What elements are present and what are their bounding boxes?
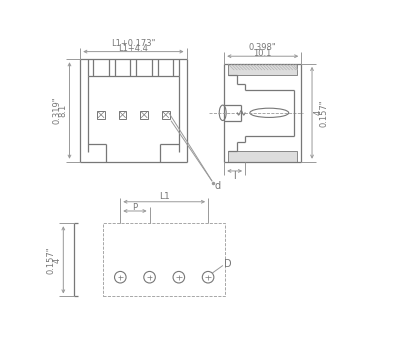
Bar: [103, 223, 225, 297]
Bar: [119, 111, 126, 119]
Text: L1+4.4: L1+4.4: [118, 44, 148, 53]
Text: l: l: [233, 170, 236, 181]
Bar: [228, 151, 297, 162]
Bar: [228, 64, 297, 75]
Text: 0.319": 0.319": [53, 97, 62, 124]
Text: 4: 4: [53, 257, 62, 263]
Text: L1+0.173": L1+0.173": [111, 38, 156, 48]
Bar: [162, 111, 170, 119]
Text: L1: L1: [159, 192, 170, 201]
Text: 8.1: 8.1: [59, 104, 68, 117]
Bar: [97, 111, 105, 119]
Bar: [140, 111, 148, 119]
Text: 10.1: 10.1: [254, 49, 272, 58]
Text: P: P: [132, 203, 138, 212]
Text: D: D: [224, 259, 231, 269]
Text: d: d: [214, 181, 220, 191]
Text: 0.157": 0.157": [46, 246, 56, 274]
Text: 0.398": 0.398": [249, 43, 276, 52]
Text: 0.157": 0.157": [320, 99, 329, 127]
Text: 4: 4: [314, 110, 323, 115]
